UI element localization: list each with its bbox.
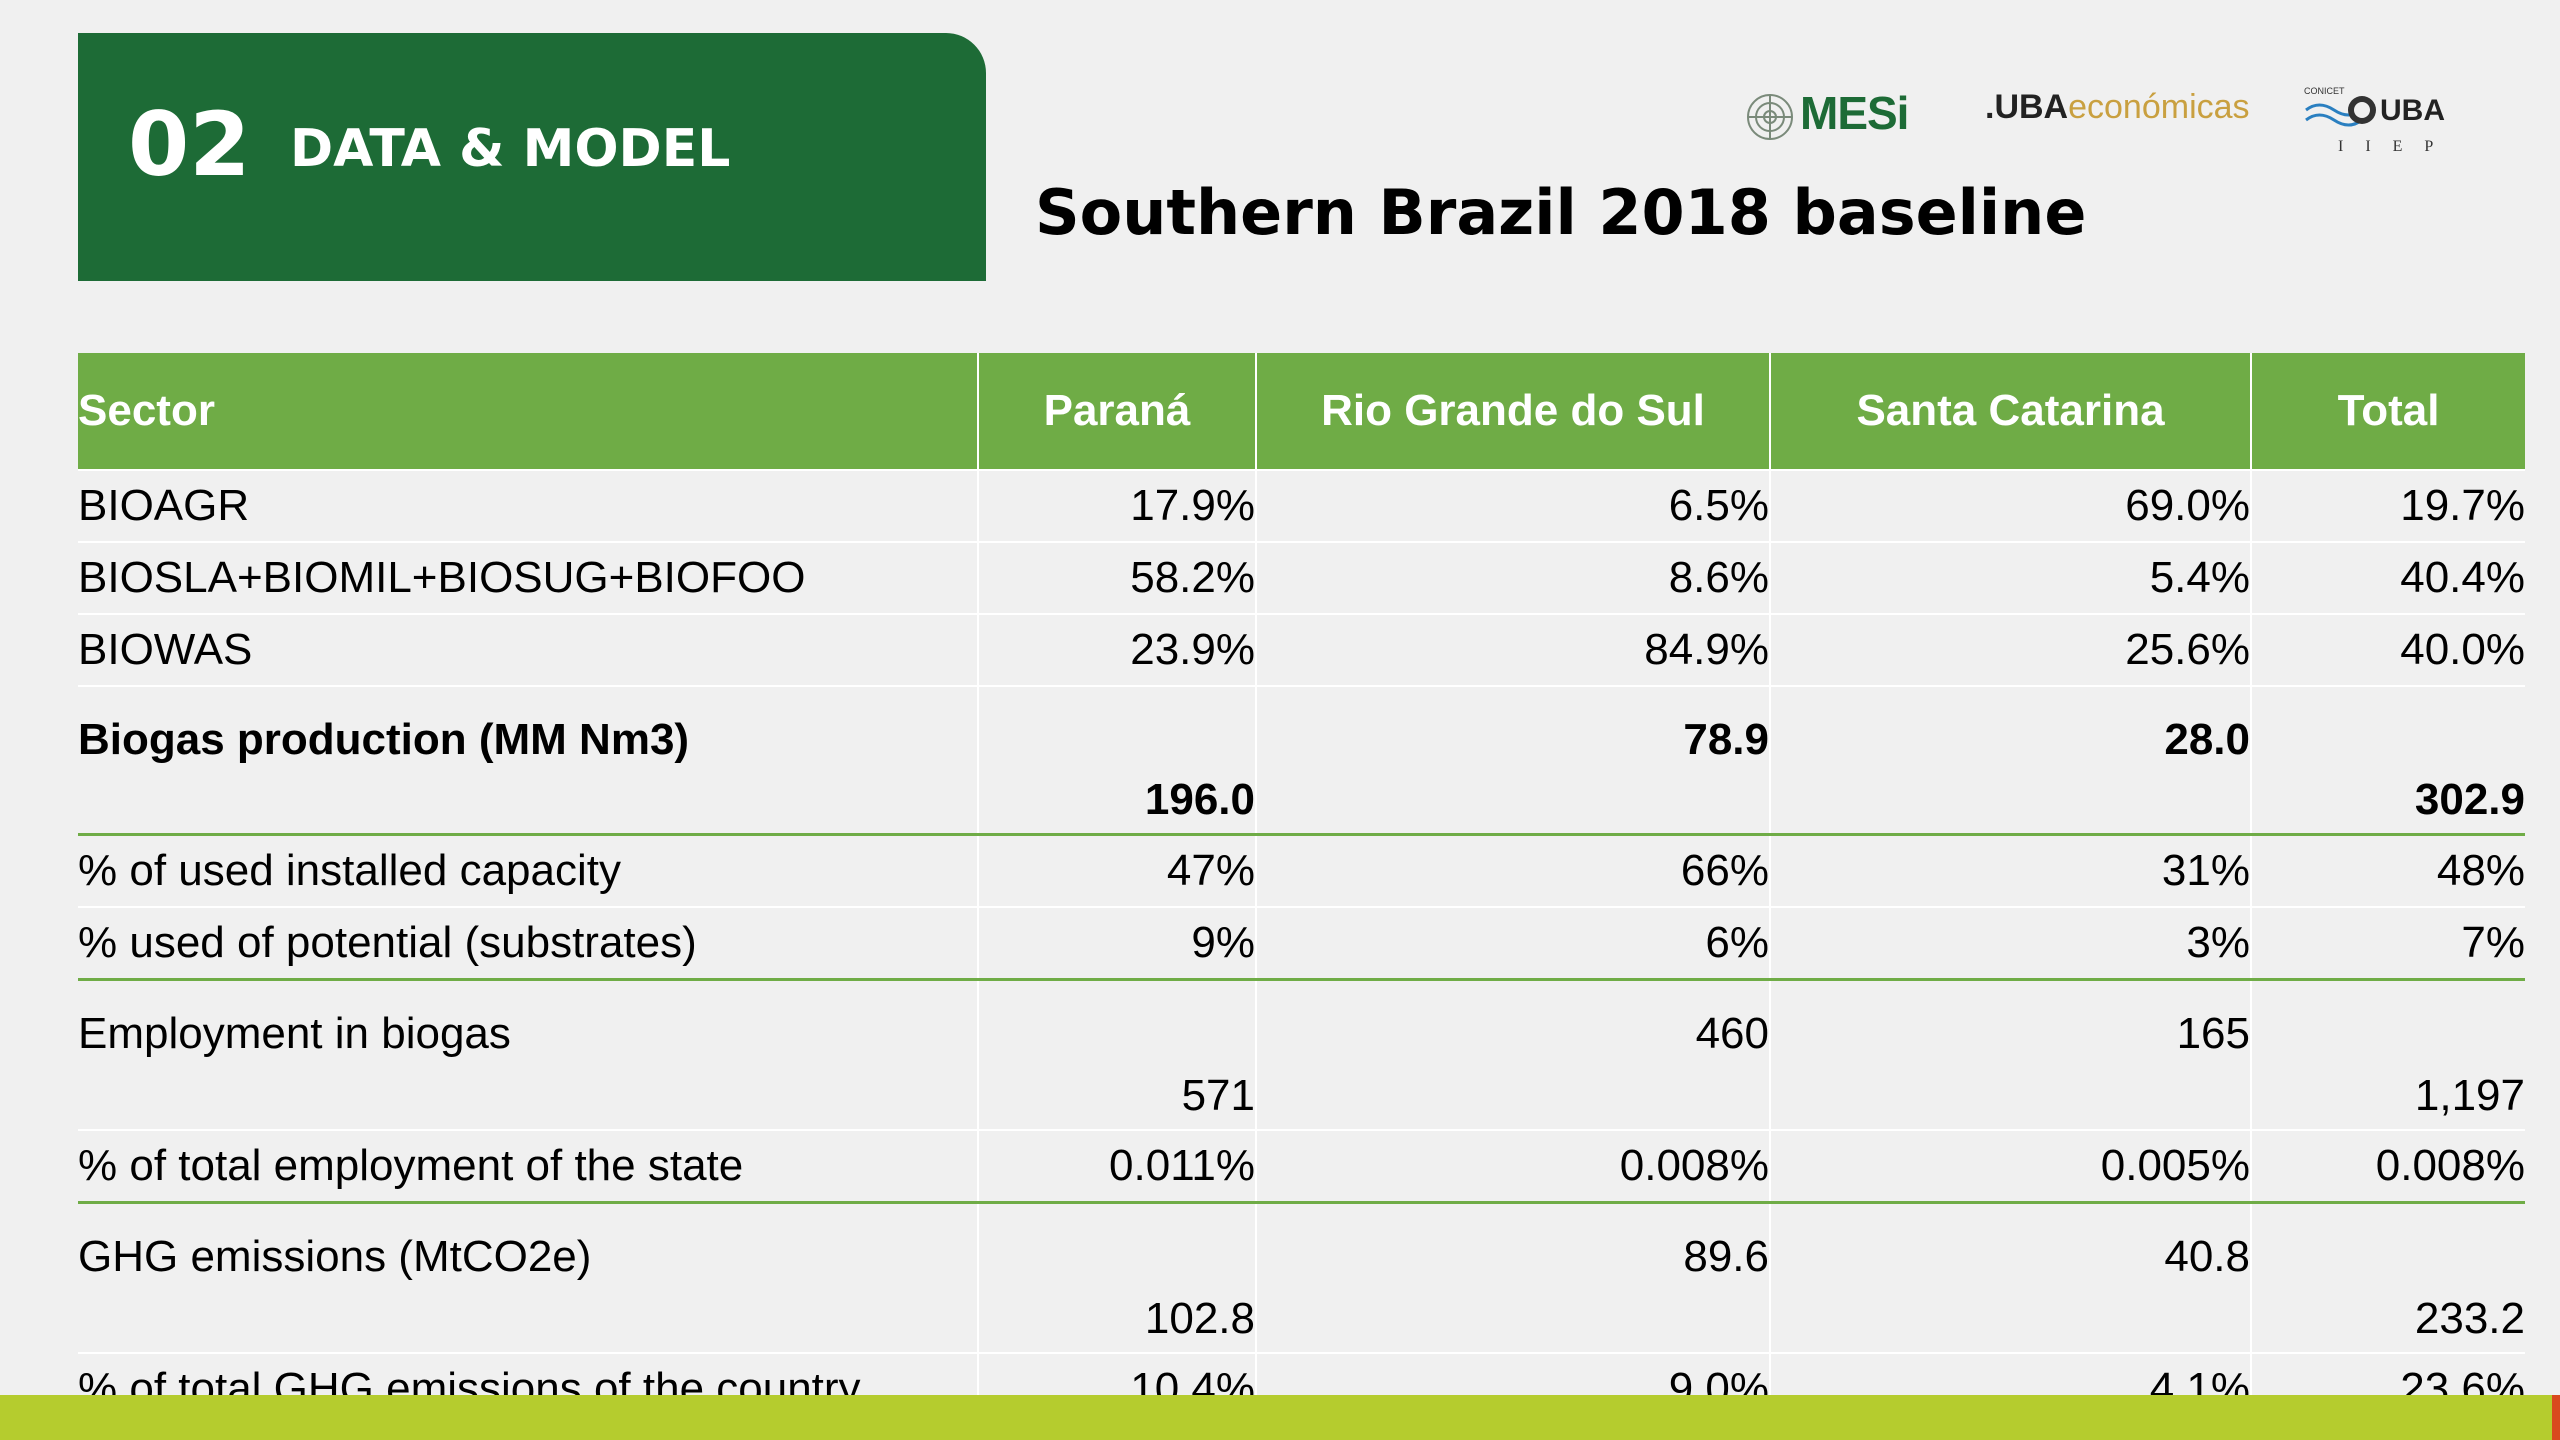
cell-santa-catarina: 5.4%: [1769, 541, 2251, 614]
cell-total: 0.008%: [2250, 1129, 2525, 1204]
mesi-globe-icon: [1747, 94, 1793, 140]
cell-parana: 23.9%: [977, 613, 1256, 686]
row-label: % of total employment of the state: [78, 1129, 978, 1204]
mesi-logo-text: MESi: [1800, 87, 1909, 139]
cell-santa-catarina: 28.0: [1769, 685, 2251, 836]
header-sector: Sector: [78, 353, 978, 470]
cell-total: 19.7%: [2250, 469, 2525, 542]
header-parana: Paraná: [977, 353, 1256, 470]
bottom-bar: [0, 1395, 2560, 1440]
cell-santa-catarina: 69.0%: [1769, 469, 2251, 542]
cell-parana: 47%: [977, 833, 1256, 907]
slide-title: Southern Brazil 2018 baseline: [1035, 176, 2087, 249]
cell-parana: 196.0: [977, 685, 1256, 836]
cell-parana: 0.011%: [977, 1129, 1256, 1204]
baseline-table: Sector Paraná Rio Grande do Sul Santa Ca…: [78, 353, 2525, 1427]
cell-total: 233.2: [2250, 1201, 2525, 1353]
row-label: BIOSLA+BIOMIL+BIOSUG+BIOFOO: [78, 541, 978, 614]
cell-rio-grande-do-sul: 460: [1255, 978, 1770, 1130]
cell-rio-grande-do-sul: 8.6%: [1255, 541, 1770, 614]
cell-santa-catarina: 40.8: [1769, 1201, 2251, 1353]
header-total: Total: [2250, 353, 2525, 470]
bottom-bar-accent: [2552, 1395, 2560, 1440]
cell-rio-grande-do-sul: 66%: [1255, 833, 1770, 907]
table-row: BIOSLA+BIOMIL+BIOSUG+BIOFOO 58.2% 8.6% 5…: [78, 541, 2525, 614]
cell-rio-grande-do-sul: 89.6: [1255, 1201, 1770, 1353]
section-title: DATA & MODEL: [290, 119, 731, 179]
header-santa-catarina: Santa Catarina: [1769, 353, 2251, 470]
uba-logo-prefix: .UBA: [1985, 88, 2069, 126]
row-label: % used of potential (substrates): [78, 906, 978, 981]
cell-parana: 9%: [977, 906, 1256, 981]
table-row: Biogas production (MM Nm3) 196.0 78.9 28…: [78, 685, 2525, 836]
cell-total: 1,197: [2250, 978, 2525, 1130]
section-header-box: 02 DATA & MODEL: [78, 33, 986, 281]
cell-rio-grande-do-sul: 0.008%: [1255, 1129, 1770, 1204]
cell-total: 302.9: [2250, 685, 2525, 836]
table-row: GHG emissions (MtCO2e) 102.8 89.6 40.8 2…: [78, 1201, 2525, 1353]
header-rio-grande-do-sul: Rio Grande do Sul: [1255, 353, 1770, 470]
row-label: % of used installed capacity: [78, 833, 978, 907]
table-row: BIOAGR 17.9% 6.5% 69.0% 19.7%: [78, 469, 2525, 542]
cell-total: 40.4%: [2250, 541, 2525, 614]
row-label: Employment in biogas: [78, 978, 978, 1130]
cell-rio-grande-do-sul: 84.9%: [1255, 613, 1770, 686]
row-label: BIOAGR: [78, 469, 978, 542]
uba-seal-icon: [2348, 96, 2376, 124]
iiep-uba-logo: CONICET UBA IIEP: [2300, 86, 2480, 156]
table-row: BIOWAS 23.9% 84.9% 25.6% 40.0%: [78, 613, 2525, 686]
cell-santa-catarina: 31%: [1769, 833, 2251, 907]
conicet-label: CONICET: [2304, 86, 2345, 96]
cell-total: 48%: [2250, 833, 2525, 907]
iiep-uba-text: UBA: [2380, 94, 2445, 127]
uba-logo-suffix: económicas: [2068, 88, 2250, 126]
row-label: Biogas production (MM Nm3): [78, 685, 978, 836]
row-label: GHG emissions (MtCO2e): [78, 1201, 978, 1353]
table-row: % of total employment of the state 0.011…: [78, 1129, 2525, 1204]
uba-economicas-logo: .UBAeconómicas: [1985, 88, 2250, 127]
cell-parana: 58.2%: [977, 541, 1256, 614]
mesi-logo: MESi: [1745, 86, 1915, 146]
table-header-row: Sector Paraná Rio Grande do Sul Santa Ca…: [78, 353, 2525, 470]
table-row: Employment in biogas 571 460 165 1,197: [78, 978, 2525, 1130]
cell-total: 40.0%: [2250, 613, 2525, 686]
cell-santa-catarina: 3%: [1769, 906, 2251, 981]
section-number: 02: [128, 93, 251, 196]
cell-parana: 102.8: [977, 1201, 1256, 1353]
cell-parana: 17.9%: [977, 469, 1256, 542]
table-row: % of used installed capacity 47% 66% 31%…: [78, 833, 2525, 907]
cell-santa-catarina: 25.6%: [1769, 613, 2251, 686]
iiep-letters: IIEP: [2338, 138, 2456, 155]
table-row: % used of potential (substrates) 9% 6% 3…: [78, 906, 2525, 981]
cell-santa-catarina: 165: [1769, 978, 2251, 1130]
cell-parana: 571: [977, 978, 1256, 1130]
cell-rio-grande-do-sul: 78.9: [1255, 685, 1770, 836]
cell-total: 7%: [2250, 906, 2525, 981]
cell-rio-grande-do-sul: 6%: [1255, 906, 1770, 981]
cell-santa-catarina: 0.005%: [1769, 1129, 2251, 1204]
cell-rio-grande-do-sul: 6.5%: [1255, 469, 1770, 542]
row-label: BIOWAS: [78, 613, 978, 686]
